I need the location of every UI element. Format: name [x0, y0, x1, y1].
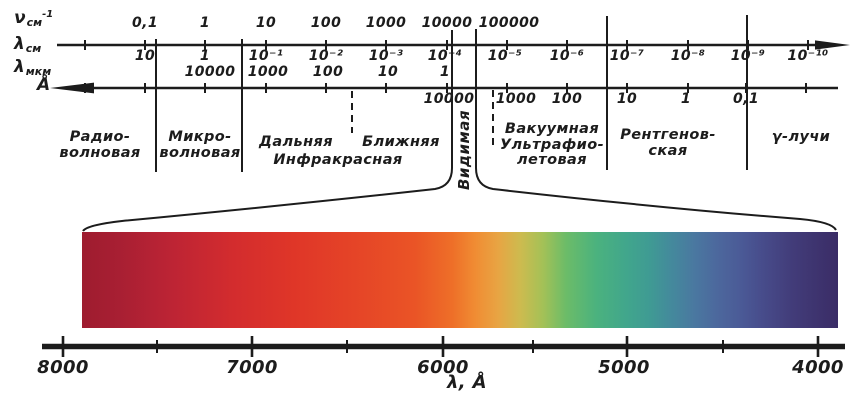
lambda-um-value-label: 100 [312, 64, 344, 80]
nu-value-label: 10000 [421, 15, 473, 31]
nu-value-label: 0,1 [131, 15, 159, 31]
lambda-cm-value-label: 10⁻¹⁰ [787, 48, 829, 64]
bottom-tick-label: 8000 [37, 357, 89, 378]
lambda-cm-value-label: 10⁻¹ [248, 48, 284, 64]
angstrom-value-label: 1 [680, 91, 692, 107]
angstrom-value-label: 10 [616, 91, 638, 107]
lambda-um-value-label: 1000 [247, 64, 289, 80]
unit-label-angstrom: Å [37, 75, 50, 95]
region-label-near-ir: Ближняя [362, 134, 440, 150]
visible-band-right-callout-line [475, 29, 837, 231]
lambda-um-value-label: 10000 [184, 64, 236, 80]
lambda-cm-value-label: 10⁻⁴ [427, 48, 463, 64]
lambda-um-sub: мкм [25, 65, 52, 78]
lambda-cm-value-label: 10⁻⁸ [670, 48, 706, 64]
angstrom-value-label: 100 [551, 91, 583, 107]
bottom-tick-label: 6000 [417, 357, 469, 378]
visible-band-left-callout-line [82, 30, 453, 232]
lambda-cm-value-label: 1 [199, 48, 211, 64]
nu-value-label: 10 [255, 15, 277, 31]
lambda-symbol: λ [14, 34, 25, 54]
nu-value-label: 1000 [365, 15, 407, 31]
lambda-cm-value-label: 10⁻³ [368, 48, 404, 64]
bottom-tick-label: 5000 [598, 357, 650, 378]
region-label-vacuum-uv: Вакуумная Ультрафио- летовая [499, 121, 605, 168]
lambda-cm-value-label: 10⁻⁹ [730, 48, 766, 64]
angstrom-value-label: 1000 [495, 91, 537, 107]
nu-value-label: 1 [199, 15, 211, 31]
region-label-infrared: Инфракрасная [273, 152, 403, 168]
bottom-axis-major-ticks [61, 336, 820, 357]
right-arrowhead-icon [815, 40, 850, 50]
lambda-symbol: λ [14, 57, 25, 77]
region-label-visible: Видимая [455, 109, 473, 191]
region-label-radio: Радио- волновая [59, 129, 141, 161]
angstrom-value-label: 10000 [423, 91, 475, 107]
region-label-microwave: Микро- волновая [159, 129, 241, 161]
bottom-tick-label: 4000 [792, 357, 844, 378]
nu-value-label: 100 [310, 15, 342, 31]
lambda-cm-sub: см [25, 42, 42, 55]
unit-label-lambda-um: λмкм [14, 57, 52, 78]
region-label-gamma: γ-лучи [771, 129, 831, 145]
bottom-axis-minor-ticks [156, 340, 724, 353]
nu-sup: -1 [42, 9, 54, 20]
nu-sub: см [26, 16, 43, 29]
lambda-cm-value-label: 10⁻⁶ [549, 48, 585, 64]
lambda-um-value-label: 1 [439, 64, 451, 80]
unit-label-wavenumber: νсм-1 [14, 8, 54, 29]
region-label-far-ir: Дальняя [259, 134, 333, 150]
nu-value-label: 100000 [478, 15, 540, 31]
left-arrowhead-icon [50, 82, 94, 94]
lambda-um-value-label: 10 [377, 64, 399, 80]
bottom-axis-caption: λ, Å [446, 372, 488, 393]
lambda-cm-value-label: 10⁻² [308, 48, 344, 64]
lambda-cm-value-label: 10⁻⁷ [609, 48, 645, 64]
angstrom-value-label: 0,1 [732, 91, 760, 107]
visible-spectrum-bar [82, 232, 838, 328]
bottom-tick-label: 7000 [226, 357, 278, 378]
nu-symbol: ν [14, 8, 26, 28]
lambda-cm-value-label: 10 [134, 48, 156, 64]
unit-label-lambda-cm: λсм [14, 34, 42, 55]
region-boundary-lines [155, 15, 748, 172]
angstrom-symbol: Å [37, 75, 51, 95]
lambda-cm-value-label: 10⁻⁵ [487, 48, 523, 64]
region-label-xray: Рентгенов- ская [620, 127, 716, 159]
